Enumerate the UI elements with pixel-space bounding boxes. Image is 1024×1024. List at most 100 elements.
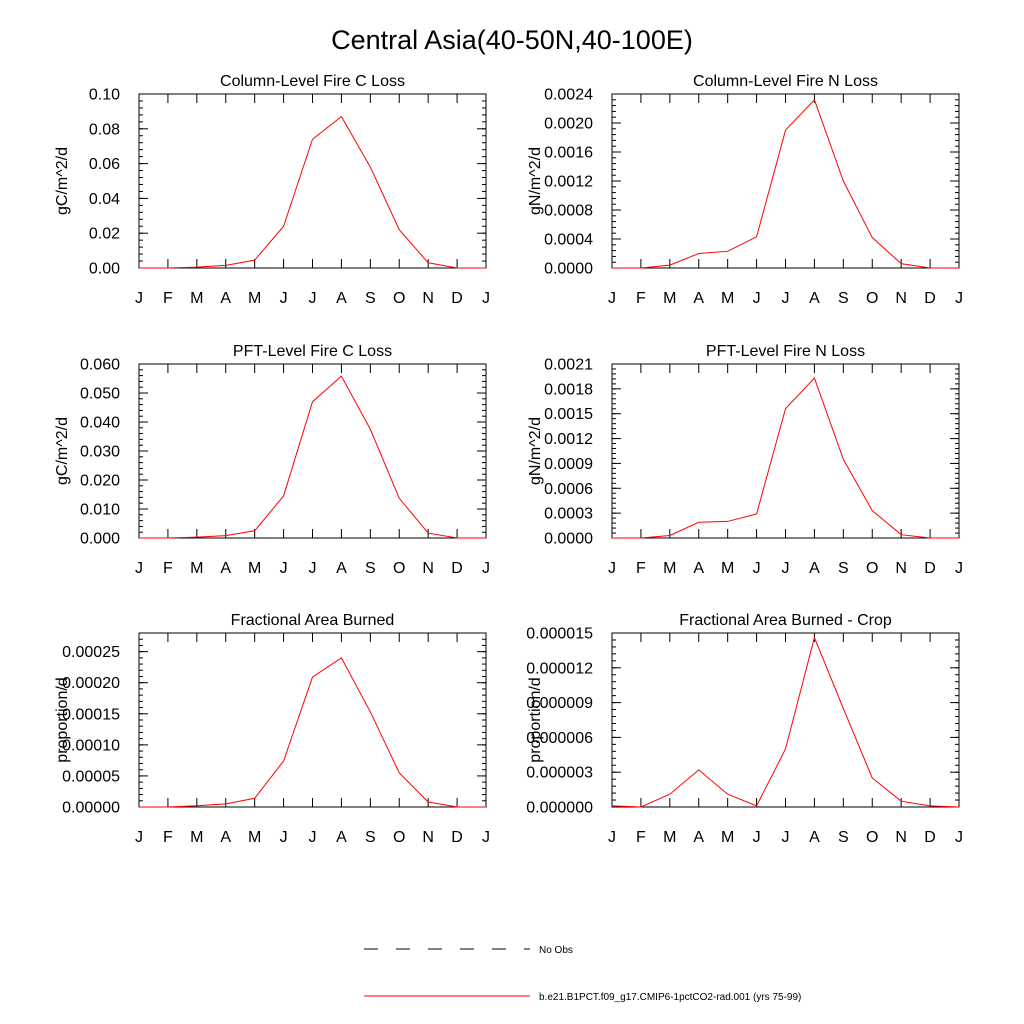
- x-tick-label: M: [190, 290, 203, 307]
- y-tick-label: 0.0006: [544, 481, 593, 498]
- x-tick-label: D: [451, 290, 463, 307]
- plot-frame: [138, 632, 487, 808]
- x-tick-label: S: [838, 560, 849, 577]
- y-tick-label: 0.050: [80, 386, 120, 403]
- x-tick-label: J: [482, 560, 490, 577]
- x-tick-label: J: [955, 829, 963, 846]
- x-tick-label: J: [955, 290, 963, 307]
- series-line-1: [139, 115, 486, 269]
- panel-title: PFT-Level Fire N Loss: [706, 343, 865, 360]
- y-axis-label: gC/m^2/d: [54, 147, 71, 215]
- x-tick-label: J: [782, 560, 790, 577]
- x-tick-label: A: [809, 829, 820, 846]
- y-tick-label: 0.04: [89, 191, 120, 208]
- x-tick-label: M: [721, 829, 734, 846]
- x-tick-label: A: [336, 290, 347, 307]
- y-axis-label: gN/m^2/d: [527, 417, 544, 485]
- x-tick-label: M: [190, 560, 203, 577]
- y-tick-label: 0.000015: [526, 626, 593, 643]
- x-tick-label: N: [895, 829, 907, 846]
- y-tick-label: 0.030: [80, 444, 120, 461]
- x-tick-label: O: [393, 829, 405, 846]
- series-line-1: [139, 657, 486, 808]
- x-tick-label: F: [636, 560, 646, 577]
- x-tick-label: S: [365, 829, 376, 846]
- y-tick-label: 0.0000: [544, 531, 593, 548]
- x-tick-label: S: [365, 560, 376, 577]
- x-tick-label: D: [924, 290, 936, 307]
- x-tick-label: J: [608, 290, 616, 307]
- y-tick-label: 0.00015: [62, 706, 120, 723]
- x-tick-label: J: [135, 829, 143, 846]
- legend-label-model: b.e21.B1PCT.f09_g17.CMIP6-1pctCO2-rad.00…: [539, 992, 801, 1003]
- y-axis-label: proportion/d: [527, 677, 544, 762]
- plot-frame: [611, 363, 960, 539]
- y-tick-label: 0.02: [89, 226, 120, 243]
- x-tick-label: J: [782, 829, 790, 846]
- x-tick-label: A: [693, 290, 704, 307]
- y-tick-label: 0.0000: [544, 261, 593, 278]
- x-tick-label: J: [280, 560, 288, 577]
- x-tick-label: M: [663, 290, 676, 307]
- y-tick-label: 0.00005: [62, 768, 120, 785]
- plot-frame: [138, 93, 487, 269]
- y-tick-label: 0.0009: [544, 456, 593, 473]
- x-tick-label: N: [895, 560, 907, 577]
- legend: No Obs b.e21.B1PCT.f09_g17.CMIP6-1pctCO2…: [364, 945, 801, 1003]
- x-tick-label: A: [336, 560, 347, 577]
- panel-title: Column-Level Fire N Loss: [693, 73, 878, 90]
- plot-frame: [138, 363, 487, 539]
- x-tick-label: F: [163, 560, 173, 577]
- y-tick-label: 0.0008: [544, 203, 593, 220]
- x-tick-label: A: [336, 829, 347, 846]
- y-tick-label: 0.0024: [544, 87, 593, 104]
- x-tick-label: J: [280, 829, 288, 846]
- x-tick-label: O: [866, 560, 878, 577]
- x-tick-label: M: [248, 560, 261, 577]
- y-tick-label: 0.000: [80, 531, 120, 548]
- x-tick-label: J: [309, 560, 317, 577]
- x-tick-label: M: [663, 829, 676, 846]
- x-tick-label: J: [482, 290, 490, 307]
- x-tick-label: A: [220, 290, 231, 307]
- y-tick-label: 0.0003: [544, 506, 593, 523]
- x-tick-label: F: [163, 290, 173, 307]
- y-tick-label: 0.00: [89, 261, 120, 278]
- x-tick-label: A: [693, 560, 704, 577]
- x-tick-label: O: [866, 829, 878, 846]
- y-tick-label: 0.0015: [544, 406, 593, 423]
- series-line-1: [611, 636, 960, 808]
- x-tick-label: A: [693, 829, 704, 846]
- y-tick-label: 0.00000: [62, 800, 120, 817]
- x-tick-label: D: [924, 829, 936, 846]
- plot-frame: [611, 632, 960, 808]
- y-tick-label: 0.00025: [62, 644, 120, 661]
- x-tick-label: F: [636, 290, 646, 307]
- x-tick-label: N: [422, 560, 434, 577]
- x-tick-label: J: [608, 829, 616, 846]
- y-tick-label: 0.000006: [526, 730, 593, 747]
- x-tick-label: S: [838, 290, 849, 307]
- y-tick-label: 0.000012: [526, 660, 593, 677]
- y-axis-label: gN/m^2/d: [527, 147, 544, 215]
- panel-title: Fractional Area Burned: [231, 612, 395, 629]
- x-tick-label: A: [220, 560, 231, 577]
- y-tick-label: 0.00010: [62, 737, 120, 754]
- y-tick-label: 0.0018: [544, 381, 593, 398]
- x-tick-label: J: [135, 290, 143, 307]
- y-tick-label: 0.000003: [526, 765, 593, 782]
- x-tick-label: J: [955, 560, 963, 577]
- x-tick-label: M: [663, 560, 676, 577]
- x-tick-label: D: [924, 560, 936, 577]
- panel-title: PFT-Level Fire C Loss: [233, 343, 392, 360]
- x-tick-label: M: [721, 560, 734, 577]
- x-tick-label: D: [451, 829, 463, 846]
- x-tick-label: J: [135, 560, 143, 577]
- y-tick-label: 0.06: [89, 156, 120, 173]
- x-tick-label: O: [866, 290, 878, 307]
- x-tick-label: J: [482, 829, 490, 846]
